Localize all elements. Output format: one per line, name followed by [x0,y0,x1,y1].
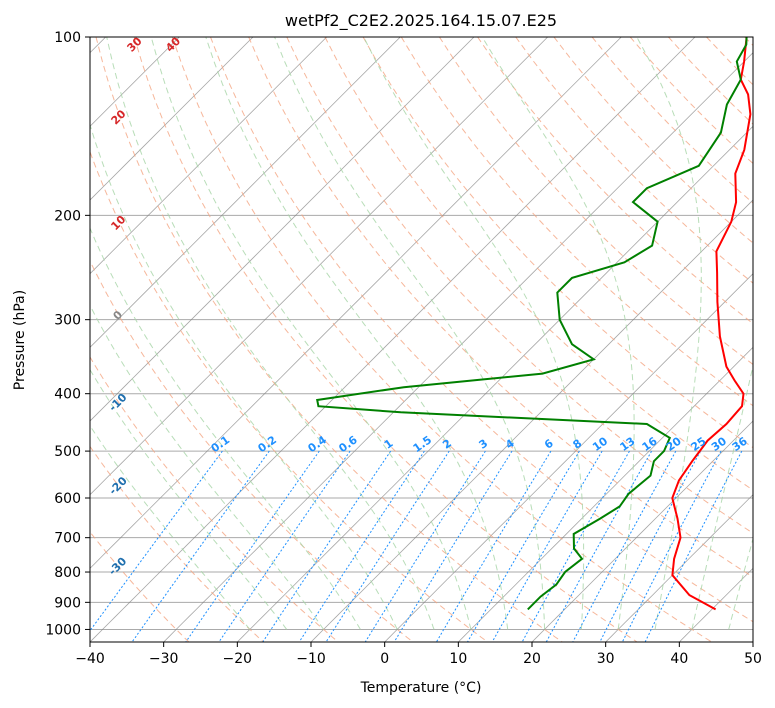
moist-adiabat-line [205,37,509,630]
moist-adiabat-line [90,304,325,630]
moist-adiabat-line [481,37,635,630]
mixing-ratio-line [262,450,392,642]
moist-adiabat-line [274,37,546,630]
temperature-profile-line [671,37,752,611]
moist-adiabat-line [728,537,753,630]
series-layer [316,37,752,611]
mixing-ratio-line [185,450,320,642]
x-tick-label: 20 [523,651,541,667]
moist-adiabat-line [150,37,472,630]
isotherm-line [531,420,753,642]
moist-adiabat-line [90,424,251,630]
mixing-ratio-line [572,450,677,642]
y-tick-label: 1000 [45,622,81,638]
y-tick-label: 100 [54,30,81,46]
dry-adiabat-line [477,37,753,325]
dewpoint-profile-line [316,37,748,611]
y-axis-label: Pressure (hPa) [12,290,28,390]
dry-adiabat-line [95,37,563,642]
plot-background [90,37,753,642]
dry-adiabat-line [248,37,753,578]
isotherm-line [90,37,548,496]
dry-adiabat-line [210,37,753,623]
mixing-ratio-line [521,450,630,642]
x-tick-label: 40 [670,651,688,667]
y-tick-label: 900 [54,595,81,611]
x-tick-label: 10 [449,651,467,667]
dry-adiabat-line [90,356,339,642]
x-axis-label: Temperature (°C) [360,680,482,696]
mixing-ratio-line [621,450,722,642]
dry-adiabat-line [324,37,753,491]
chart-title: wetPf2_C2E2.2025.164.15.07.E25 [285,11,557,31]
mixing-ratio-line [599,450,701,642]
x-tick-label: 0 [380,651,389,667]
isotherm-line [458,346,753,642]
mixing-ratio-line [644,450,743,642]
x-tick-label: −20 [223,651,253,667]
moist-adiabat-line [106,37,435,630]
isotherm-line [752,641,753,642]
x-tick-label: 50 [744,651,762,667]
background-lines [90,37,753,642]
moist-adiabat-line [691,363,753,630]
y-tick-label: 600 [54,491,81,507]
dry-adiabat-line [90,259,414,642]
y-tick-label: 800 [54,565,81,581]
x-tick-label: 30 [597,651,615,667]
mixing-ratio-line [491,450,603,642]
x-tick-label: −30 [149,651,179,667]
moist-adiabat-line [90,226,361,630]
moist-adiabat-line [90,123,398,630]
axis-ticks: −40 −30 −20 −10 0 10 20 30 40 50 100 200 300 400 500 60… [45,30,762,667]
x-tick-label: −10 [296,651,326,667]
moist-adiabat-line [90,368,288,630]
y-tick-label: 200 [54,208,81,224]
dry-adiabat-line [90,445,264,642]
mixing-ratio-line [298,450,425,642]
isotherm-line [384,273,753,642]
moist-adiabat-line [636,37,702,630]
y-tick-label: 500 [54,444,81,460]
isotherm-line [237,125,753,642]
plot-frame [89,36,754,643]
dry-adiabat-line [133,37,638,642]
isotherm-line [163,52,753,642]
moist-adiabat-line [363,37,585,630]
mixing-ratio-line [131,450,270,642]
dry-adiabat-line [438,37,753,366]
y-tick-label: 400 [54,387,81,403]
mixing-ratio-line [364,450,486,642]
dry-adiabat-line [286,37,753,534]
dry-adiabat-line [171,37,712,642]
mixing-ratio-line [90,450,223,632]
dry-adiabat-line [90,150,488,642]
mixing-ratio-line [393,450,513,642]
isotherm-line [679,567,753,642]
x-tick-label: −40 [75,651,105,667]
y-tick-label: 700 [54,531,81,547]
y-tick-label: 300 [54,313,81,329]
mixing-ratio-line [218,450,351,642]
isotherm-line [90,37,475,422]
